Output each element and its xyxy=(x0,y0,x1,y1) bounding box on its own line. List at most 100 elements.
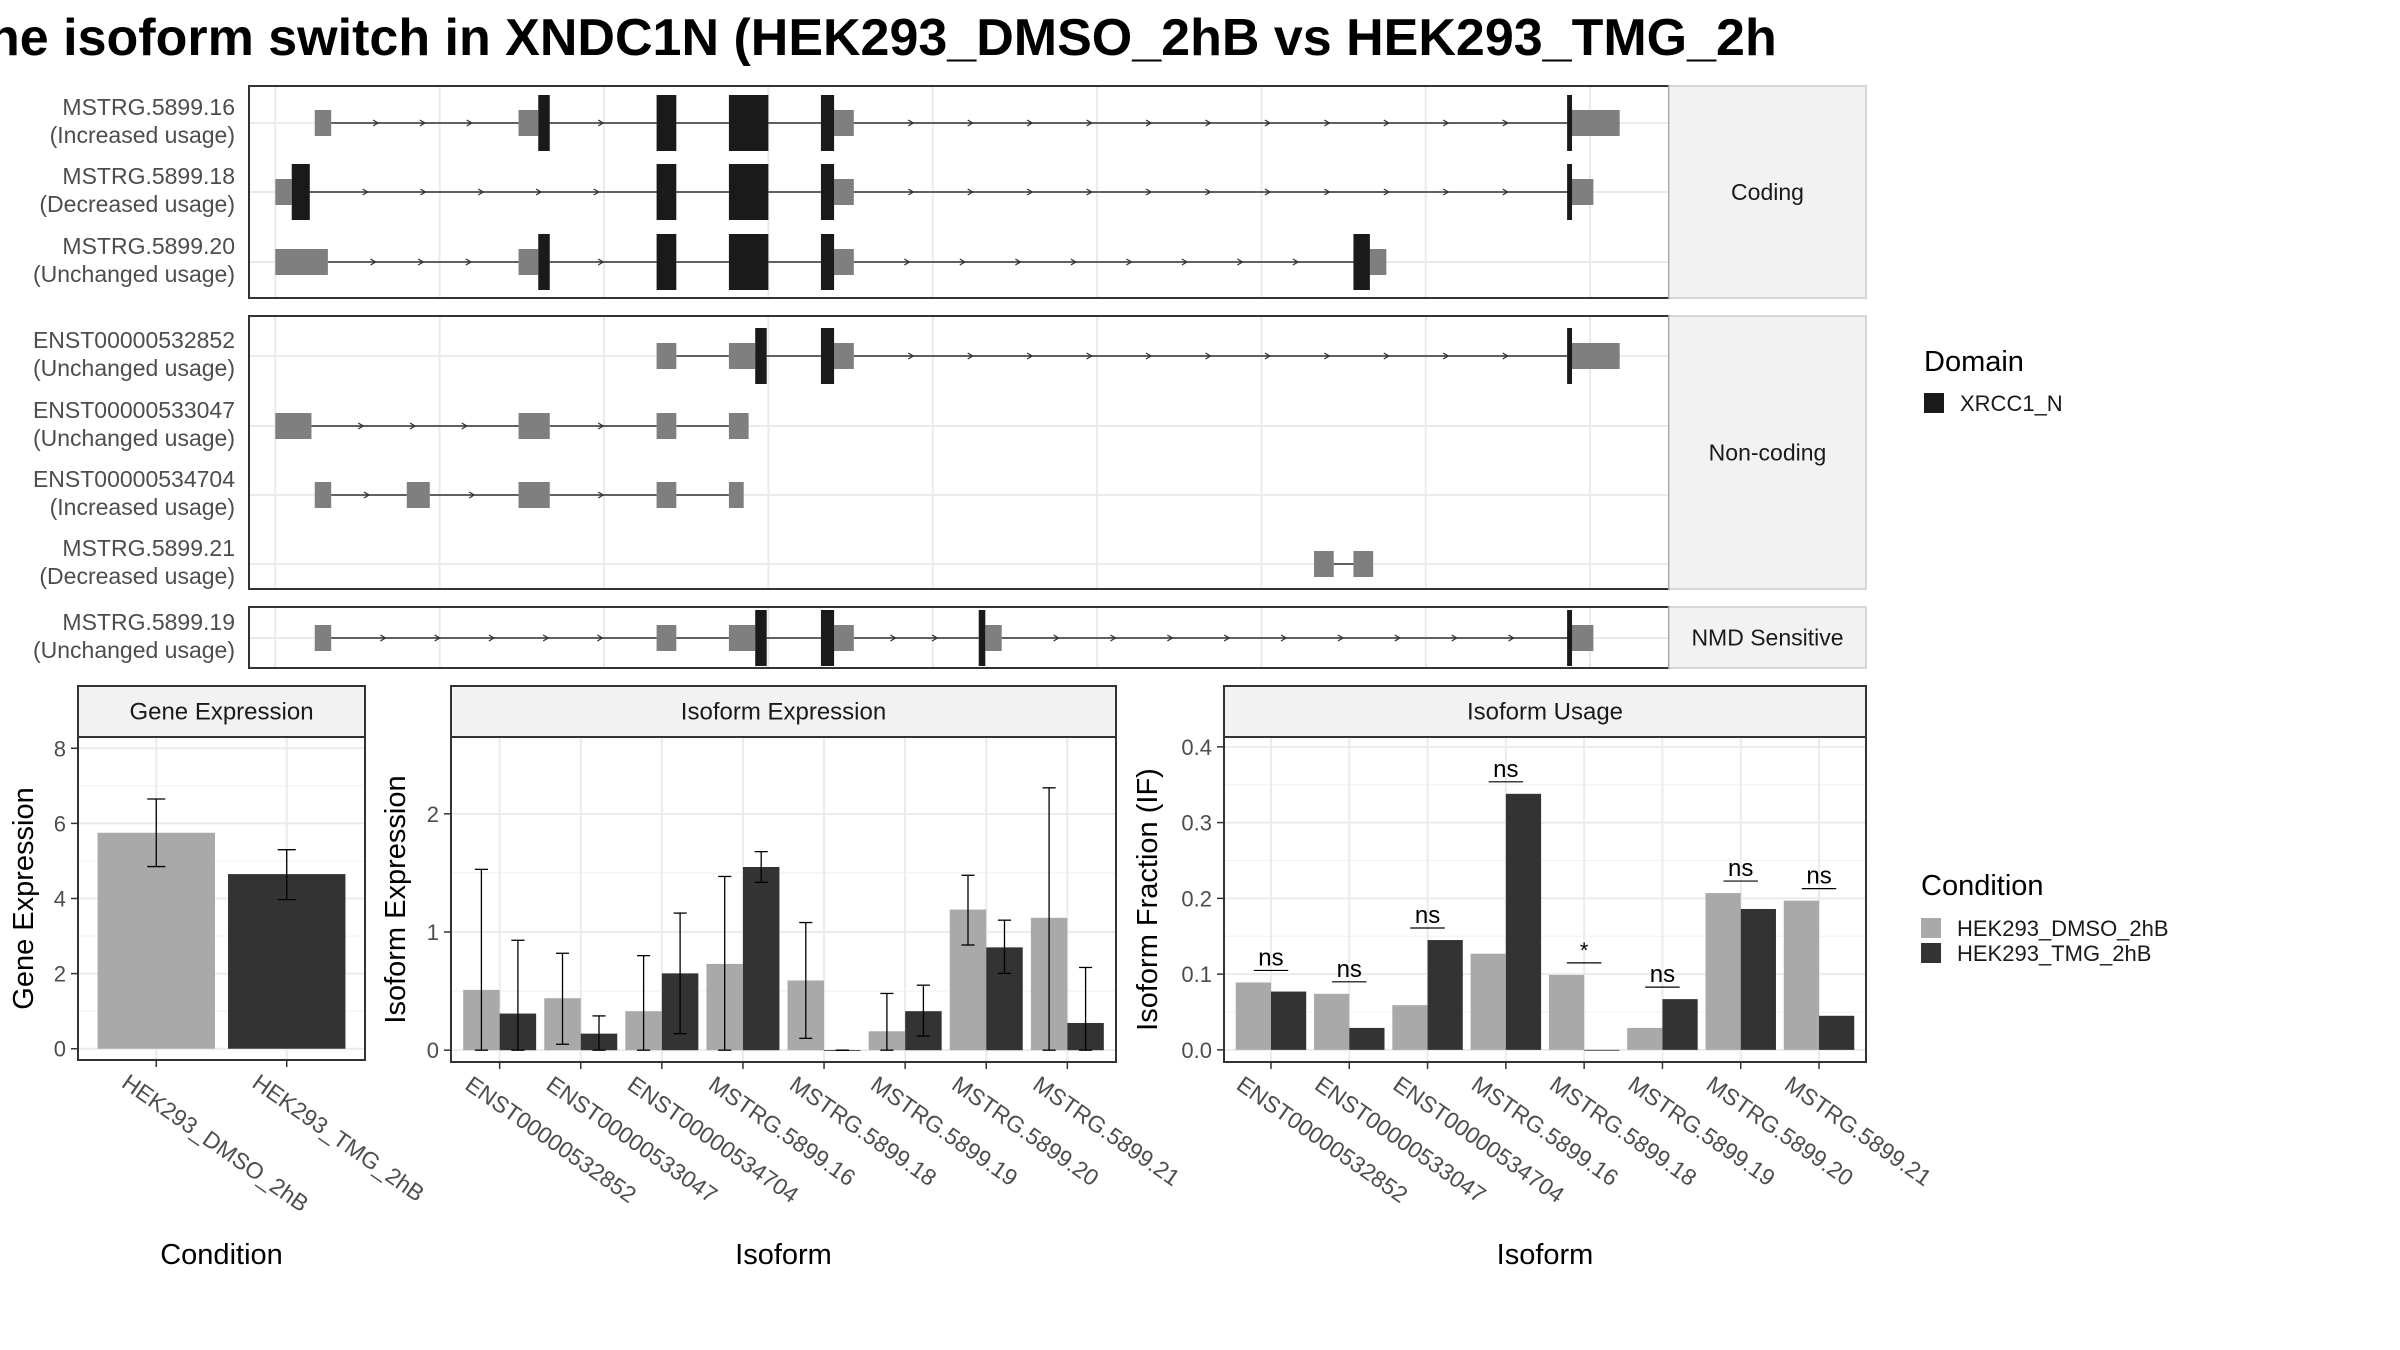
domain-exon xyxy=(820,328,835,384)
y-axis-title: Isoform Expression xyxy=(380,775,412,1023)
domain-exon xyxy=(1567,328,1573,384)
intron-arrow xyxy=(1264,352,1272,360)
intron-arrow xyxy=(1383,188,1391,196)
intron-arrow xyxy=(1181,258,1189,266)
significance-label: ns xyxy=(1728,855,1753,882)
transcript-id: MSTRG.5899.21 xyxy=(62,535,235,561)
utr-exon xyxy=(656,343,677,369)
significance-label: ns xyxy=(1337,956,1362,983)
domain-exon xyxy=(820,234,835,290)
transcript-id: ENST00000534704 xyxy=(33,466,235,492)
transcript-track: MSTRG.5899.20(Unchanged usage) xyxy=(33,233,1387,290)
intron-arrow xyxy=(597,119,605,127)
intron-arrow xyxy=(1324,352,1331,360)
intron-arrow xyxy=(380,634,387,642)
intron-arrow xyxy=(1451,634,1458,642)
utr-exon xyxy=(834,110,854,136)
transcript-usage: (Unchanged usage) xyxy=(33,425,235,451)
facet-strip xyxy=(1668,606,1867,669)
intron-arrow xyxy=(362,188,369,196)
intron-arrow xyxy=(1086,188,1093,196)
y-tick-label: 8 xyxy=(54,736,66,761)
utr-exon xyxy=(834,343,854,369)
utr-exon xyxy=(728,413,749,439)
intron-arrow xyxy=(1145,188,1153,196)
utr-exon xyxy=(728,343,756,369)
bar xyxy=(1314,993,1350,1050)
intron-arrow xyxy=(1292,258,1300,266)
facet-strip-label: Coding xyxy=(1731,179,1804,205)
transcript-track: ENST00000533047(Unchanged usage) xyxy=(33,397,749,451)
x-axis-title: Isoform xyxy=(735,1239,832,1271)
intron-arrow xyxy=(465,258,473,266)
intron-arrow xyxy=(1223,634,1231,642)
y-tick-label: 2 xyxy=(427,802,439,827)
bar xyxy=(742,867,780,1051)
y-tick-label: 0 xyxy=(54,1037,66,1062)
intron-arrow xyxy=(1205,188,1212,196)
intron-arrow xyxy=(907,188,915,196)
domain-exon xyxy=(656,234,677,290)
intron-arrow xyxy=(1502,352,1509,360)
utr-exon xyxy=(518,110,539,136)
y-tick-label: 6 xyxy=(54,811,66,836)
intron-arrow xyxy=(1086,352,1093,360)
transcript-usage: (Increased usage) xyxy=(50,122,235,148)
transcript-track: MSTRG.5899.19(Unchanged usage) xyxy=(33,609,1594,666)
bar xyxy=(1705,893,1741,1050)
gene-expression-chart: Gene Expression02468HEK293_DMSO_2hBHEK29… xyxy=(8,685,429,1271)
significance-label: ns xyxy=(1650,961,1675,988)
bar xyxy=(1584,1049,1620,1051)
y-tick-label: 0.3 xyxy=(1181,811,1212,836)
domain-legend-title: Domain xyxy=(1924,346,2024,378)
y-tick-label: 0.1 xyxy=(1181,962,1212,987)
chart-strip xyxy=(77,685,366,738)
bar xyxy=(1270,991,1307,1050)
y-tick-label: 0.0 xyxy=(1181,1038,1212,1063)
transcript-id: MSTRG.5899.20 xyxy=(62,233,235,259)
domain-exon xyxy=(291,164,310,220)
condition-legend-title: Condition xyxy=(1921,870,2044,902)
x-tick-label: MSTRG.5899.19 xyxy=(866,1071,1022,1191)
bar xyxy=(1819,1015,1855,1050)
structure-facet-1: ENST00000532852(Unchanged usage)ENST0000… xyxy=(33,315,1867,590)
transcript-track: ENST00000532852(Unchanged usage) xyxy=(33,327,1620,384)
intron-arrow xyxy=(1264,119,1272,127)
intron-arrow xyxy=(1383,352,1391,360)
condition-legend-label-tmg: HEK293_TMG_2hB xyxy=(1957,941,2151,966)
intron-arrow xyxy=(1502,188,1509,196)
x-tick-label: MSTRG.5899.20 xyxy=(947,1071,1103,1191)
panel-border xyxy=(1223,736,1867,1063)
domain-legend-label: XRCC1_N xyxy=(1960,391,2063,416)
intron-arrow xyxy=(597,491,605,499)
transcript-usage: (Increased usage) xyxy=(50,494,235,520)
utr-exon xyxy=(656,413,677,439)
utr-exon xyxy=(518,249,539,275)
utr-exon xyxy=(728,625,756,651)
y-tick-label: 0.4 xyxy=(1181,735,1212,760)
chart-strip xyxy=(1223,685,1867,738)
intron-arrow xyxy=(1053,634,1060,642)
utr-exon xyxy=(518,413,550,439)
intron-arrow xyxy=(1205,352,1212,360)
intron-arrow xyxy=(1442,119,1450,127)
intron-arrow xyxy=(967,119,974,127)
intron-arrow xyxy=(1110,634,1117,642)
y-tick-label: 2 xyxy=(54,962,66,987)
x-axis-title: Isoform xyxy=(1497,1239,1594,1271)
utr-exon xyxy=(985,625,1002,651)
intron-arrow xyxy=(372,119,380,127)
utr-exon xyxy=(834,179,854,205)
structure-facet-0: MSTRG.5899.16(Increased usage)MSTRG.5899… xyxy=(33,85,1867,299)
domain-exon xyxy=(656,95,677,151)
intron-arrow xyxy=(542,634,550,642)
domain-exon xyxy=(755,610,767,666)
facet-strip xyxy=(1668,315,1867,590)
utr-exon xyxy=(1353,551,1374,577)
intron-arrow xyxy=(357,422,365,430)
utr-exon xyxy=(1570,179,1594,205)
intron-arrow xyxy=(1205,119,1212,127)
transcript-id: ENST00000532852 xyxy=(33,327,235,353)
utr-exon xyxy=(834,249,854,275)
isoform-usage-chart: Isoform Usage ns ns ns ns * ns ns ns 0.0 0.1 0.2 0.3… xyxy=(1132,685,1936,1271)
